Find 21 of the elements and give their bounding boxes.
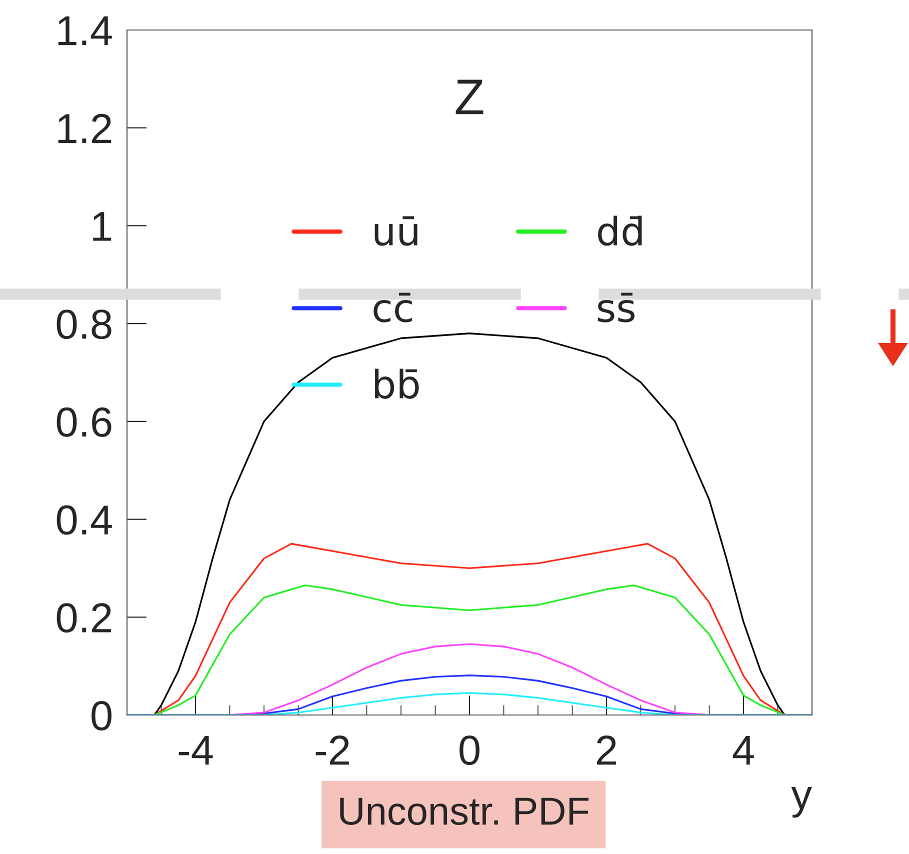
annotation: Z — [456, 80, 484, 114]
x-tick-label: 0 — [460, 736, 480, 766]
y-tick-label: 0.4 — [56, 505, 112, 535]
legend-label: bb̄ — [375, 368, 419, 399]
y-tick-label: 1 — [93, 212, 112, 241]
x-tick-label: -2 — [316, 736, 349, 765]
legend-label: dd̄ — [598, 216, 642, 246]
legend-label: ss̄ — [598, 292, 635, 322]
legend-label: uū — [374, 216, 418, 246]
y-tick-label: 0.2 — [56, 603, 112, 633]
x-tick-label: 2 — [597, 736, 616, 765]
x-tick-label: 4 — [732, 736, 754, 765]
y-tick-label: 1.4 — [58, 16, 112, 46]
legend-label: cc̄ — [374, 292, 412, 322]
y-tick-label: 0 — [92, 701, 112, 731]
x-tick-label: -4 — [178, 736, 213, 765]
text: Unconstr. PDF — [340, 798, 588, 825]
y-tick-label: 0.6 — [56, 407, 112, 437]
x-axis-title: y — [791, 787, 812, 818]
y-tick-label: 0.8 — [56, 310, 112, 340]
y-tick-label: 1.2 — [58, 114, 112, 143]
